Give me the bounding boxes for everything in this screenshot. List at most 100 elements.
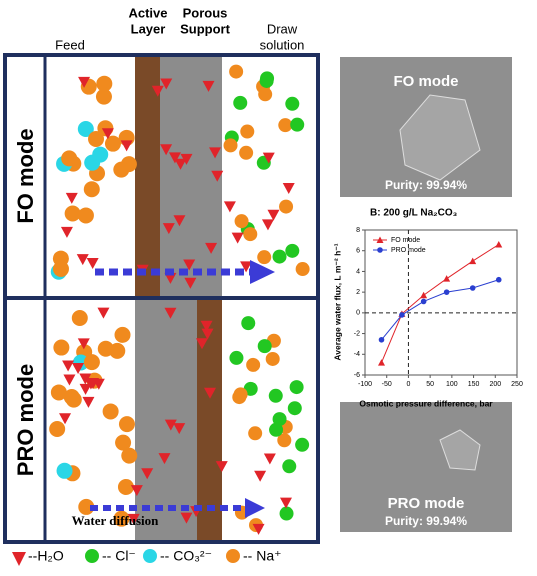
x-tick-label: 0 (406, 381, 410, 388)
x-tick-label: 100 (446, 381, 458, 388)
arrow-label: Water diffusion (72, 513, 160, 528)
x-tick-label: 250 (511, 381, 523, 388)
molecule (280, 507, 294, 521)
molecule (57, 463, 73, 479)
molecule (84, 354, 100, 370)
x-tick-label: 50 (426, 381, 434, 388)
molecule (113, 162, 129, 178)
molecule (88, 131, 104, 147)
panel-label: FO mode (13, 128, 38, 223)
molecule (290, 380, 304, 394)
molecule (115, 435, 131, 451)
photo-caption: Purity: 99.94% (385, 514, 467, 528)
molecule (49, 421, 65, 437)
molecule (103, 403, 119, 419)
molecule (109, 343, 125, 359)
legend-text: -- Na⁺ (243, 548, 282, 564)
molecule (119, 416, 135, 432)
x-tick-label: 200 (489, 381, 501, 388)
photo-title: FO mode (393, 73, 458, 90)
molecule (258, 87, 272, 101)
y-axis-label: Average water flux, L m⁻² h⁻¹ (332, 243, 342, 360)
legend-text: -- CO₃²⁻ (160, 548, 212, 564)
y-tick-label: 8 (356, 227, 360, 234)
series-line (382, 280, 499, 340)
molecule (235, 214, 249, 228)
series-line (382, 245, 499, 363)
legend-text: --H₂O (28, 548, 64, 564)
molecule (278, 118, 292, 132)
column-label: Draw (267, 21, 298, 36)
molecule (273, 412, 287, 426)
molecule (234, 387, 248, 401)
y-tick-label: -2 (354, 330, 360, 337)
data-point (444, 289, 450, 295)
column-label: Active (128, 5, 167, 20)
plot-area (365, 230, 517, 375)
x-tick-label: -50 (382, 381, 392, 388)
molecule (296, 262, 310, 276)
molecule (269, 389, 283, 403)
data-point (399, 312, 405, 318)
photo-caption: Purity: 99.94% (385, 178, 467, 192)
molecule (64, 389, 80, 405)
column-label: Feed (55, 37, 85, 52)
molecule (53, 340, 69, 356)
legend-text: -- Cl⁻ (102, 548, 136, 564)
molecule (240, 125, 254, 139)
molecule (72, 310, 88, 326)
molecule (273, 250, 287, 264)
y-tick-label: -4 (354, 351, 360, 358)
molecule (282, 459, 296, 473)
data-point (377, 247, 383, 253)
column-label: Layer (131, 21, 166, 36)
molecule (279, 200, 293, 214)
molecule (243, 227, 257, 241)
column-label: solution (260, 37, 305, 52)
y-tick-label: 2 (356, 289, 360, 296)
molecule (290, 118, 304, 132)
legend-label: FO mode (391, 237, 420, 244)
molecule (84, 181, 100, 197)
data-point (378, 359, 385, 366)
chart-title: B: 200 g/L Na₂CO₃ (370, 208, 458, 219)
molecule (258, 339, 272, 353)
column-label: Support (180, 21, 230, 36)
molecule (285, 97, 299, 111)
photo-title: PRO mode (388, 495, 465, 512)
molecule (266, 352, 280, 366)
molecule (53, 261, 69, 277)
molecule (239, 146, 253, 160)
data-point (470, 285, 476, 291)
x-axis-label: Osmotic pressure difference, bar (359, 398, 493, 408)
panel-label: PRO mode (13, 364, 38, 476)
molecule (84, 155, 100, 171)
molecule (285, 244, 299, 258)
crystal-photo (340, 402, 512, 532)
figure: Feed Active Layer Porous Support Draw so… (0, 0, 537, 576)
molecule (248, 426, 262, 440)
data-point (495, 241, 502, 248)
molecule (78, 207, 94, 223)
y-tick-label: 6 (356, 248, 360, 255)
y-tick-label: 4 (356, 268, 360, 275)
molecule (295, 438, 309, 452)
molecule (233, 96, 247, 110)
y-tick-label: 0 (356, 310, 360, 317)
y-tick-label: -6 (354, 372, 360, 379)
column-label: Porous (183, 5, 228, 20)
molecule (241, 316, 255, 330)
molecule (288, 401, 302, 415)
data-point (379, 337, 385, 343)
molecule (246, 358, 260, 372)
data-point (420, 292, 427, 299)
molecule (229, 65, 243, 79)
data-point (469, 258, 476, 265)
molecule (115, 327, 131, 343)
molecule (257, 250, 271, 264)
molecule (96, 89, 112, 105)
molecule (118, 479, 134, 495)
molecule (224, 138, 238, 152)
legend-label: PRO mode (391, 247, 426, 254)
molecule (229, 351, 243, 365)
